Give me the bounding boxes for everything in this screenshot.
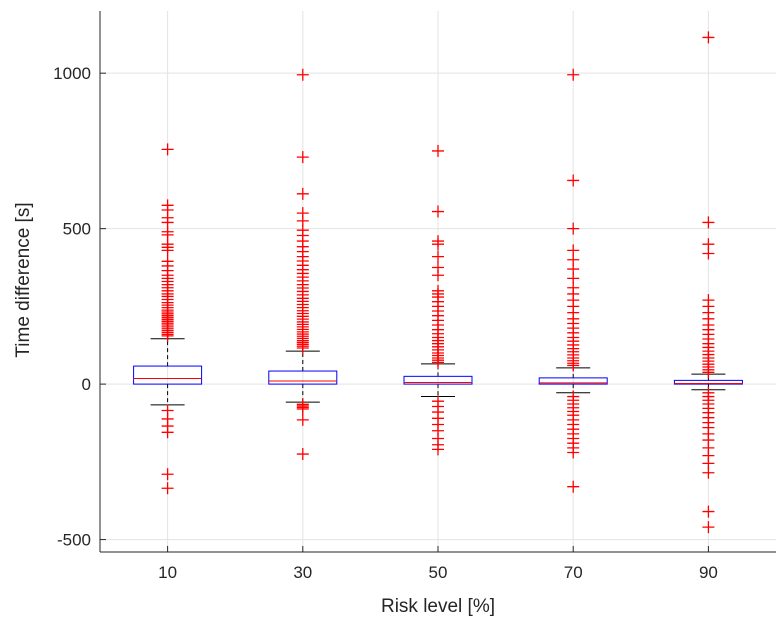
box-group-10 <box>133 143 203 495</box>
axes <box>99 11 776 553</box>
outlier-marker <box>161 244 174 257</box>
outlier-marker <box>567 222 580 235</box>
box <box>538 377 608 385</box>
outlier-marker <box>702 247 715 260</box>
outlier-marker <box>432 205 444 218</box>
outlier-marker <box>702 521 715 534</box>
outlier-marker <box>567 68 580 81</box>
outlier-marker <box>432 356 444 369</box>
box-group-50 <box>403 144 473 456</box>
outlier-marker <box>161 468 174 481</box>
outlier-marker <box>432 269 444 282</box>
outlier-marker <box>567 359 580 372</box>
outlier-marker <box>296 448 309 461</box>
box-group-30 <box>268 68 338 461</box>
box-series <box>133 31 743 534</box>
outlier-marker <box>296 413 309 426</box>
y-tick-label: -500 <box>57 531 91 550</box>
x-tick-label: 70 <box>564 563 583 582</box>
y-tick-label: 500 <box>63 220 91 239</box>
y-axis-label: Time difference [s] <box>13 202 34 357</box>
outlier-marker <box>567 446 580 459</box>
outlier-marker <box>296 68 309 81</box>
outlier-marker <box>702 216 715 229</box>
box <box>133 365 203 385</box>
outlier-marker <box>567 480 580 493</box>
box-group-90 <box>673 31 743 534</box>
outlier-marker <box>702 505 715 518</box>
x-tick-label: 10 <box>158 563 177 582</box>
outlier-marker <box>296 342 309 355</box>
outlier-marker <box>161 426 174 439</box>
x-tick-label: 90 <box>699 563 718 582</box>
outlier-marker <box>702 466 715 479</box>
box <box>268 370 338 385</box>
outlier-marker <box>296 402 309 415</box>
outlier-marker <box>567 174 580 187</box>
outlier-marker <box>432 238 444 251</box>
box <box>673 379 743 385</box>
box <box>403 375 473 385</box>
x-axis-label: Risk level [%] <box>381 596 495 617</box>
outlier-marker <box>161 329 174 342</box>
outlier-marker <box>161 482 174 495</box>
box-group-70 <box>538 68 608 493</box>
outlier-marker <box>296 151 309 164</box>
outlier-marker <box>432 443 444 456</box>
outlier-marker <box>702 31 715 44</box>
x-tick-label: 50 <box>429 563 448 582</box>
y-tick-label: 0 <box>82 375 91 394</box>
outlier-marker <box>161 143 174 156</box>
tick-labels: -500 0 500 1000 10 30 50 70 90 <box>53 64 718 582</box>
outlier-marker <box>432 144 444 157</box>
x-tick-label: 30 <box>293 563 312 582</box>
outlier-marker <box>296 187 309 200</box>
outlier-marker <box>702 366 715 379</box>
outlier-marker <box>432 250 444 263</box>
y-tick-label: 1000 <box>53 64 91 83</box>
